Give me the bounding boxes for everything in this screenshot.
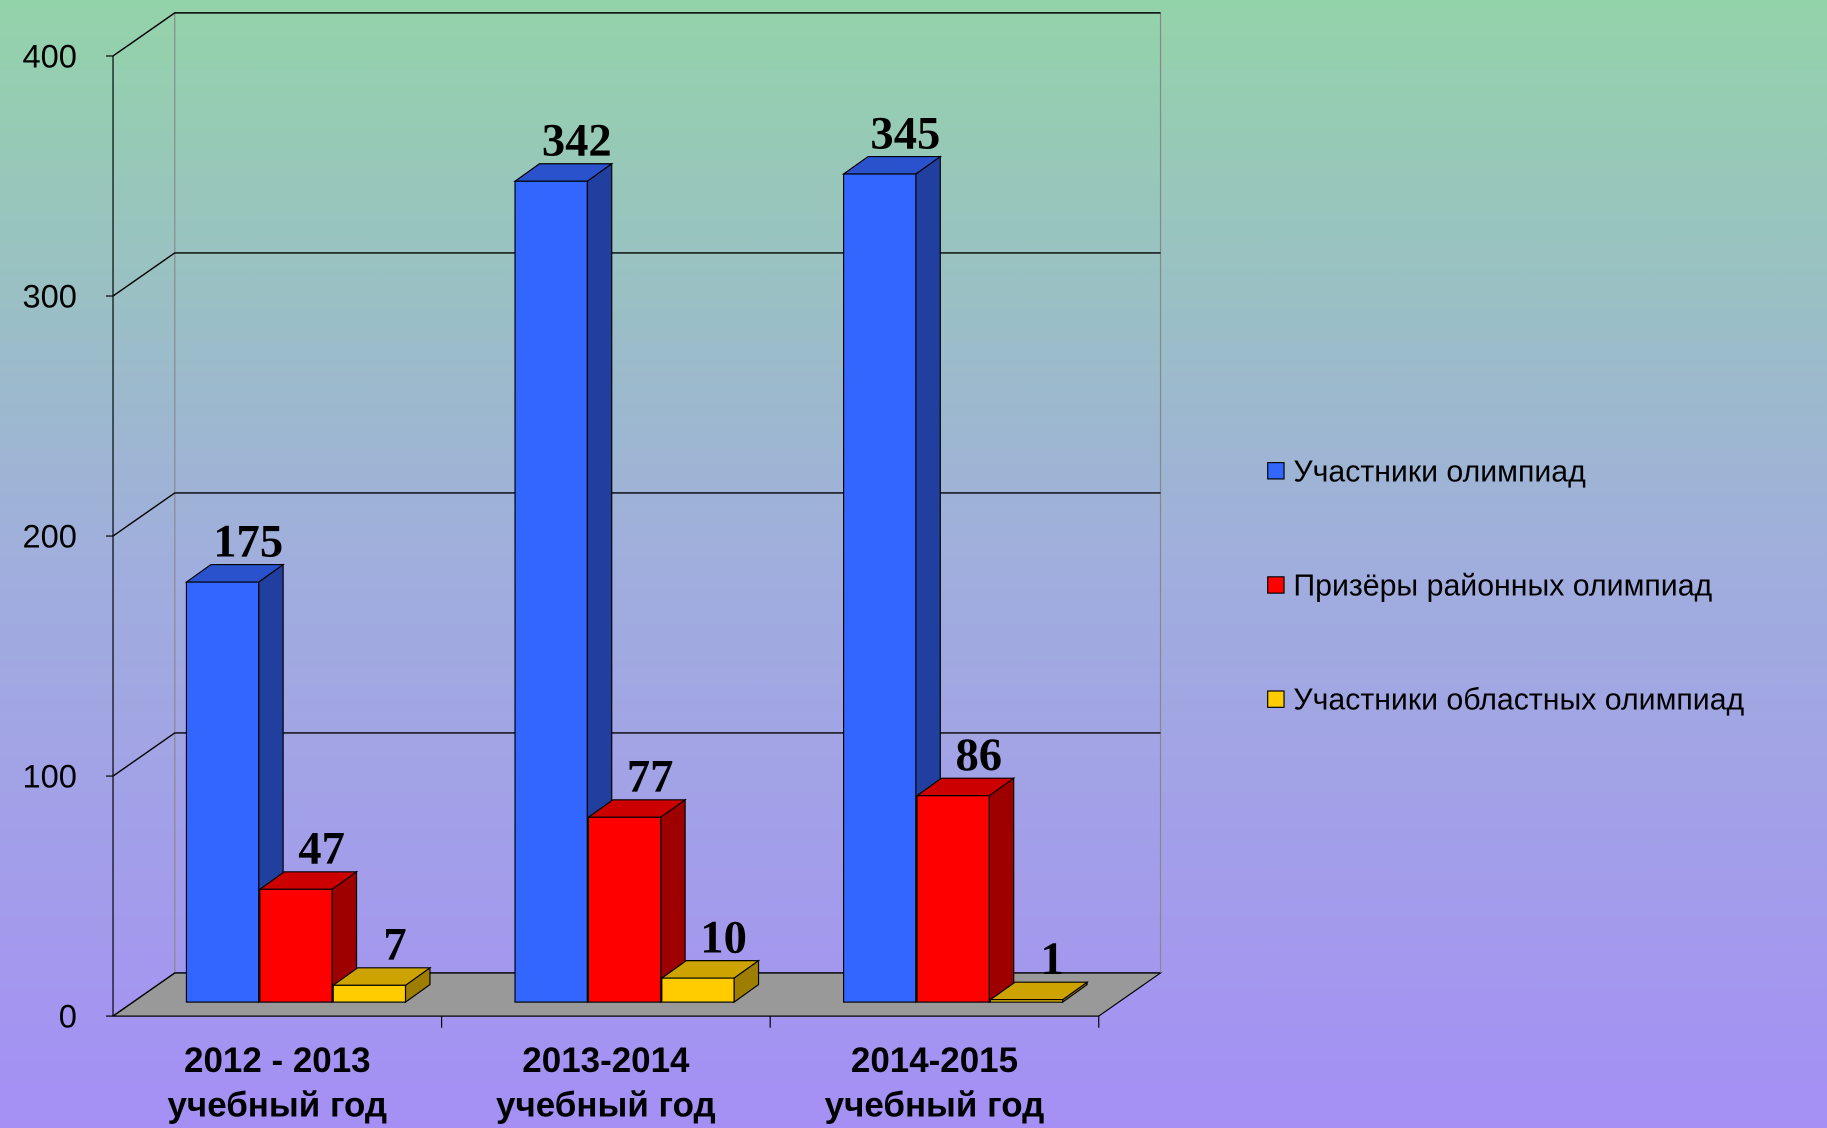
x-tick-label: 2012 - 2013 учебный год: [167, 1041, 388, 1125]
grid-segment: [112, 252, 1161, 297]
bar-front: [259, 888, 333, 1003]
bar: [513, 162, 614, 1004]
bar-front: [989, 999, 1064, 1003]
x-tick-label-box: 2012 - 2013 учебный год: [167, 1041, 388, 1125]
value-label: 7: [383, 919, 406, 971]
grid-segment: [112, 732, 1161, 777]
bar-side: [988, 777, 1015, 1004]
legend-label: Участники областных олимпиад: [1293, 684, 1744, 717]
legend-swatch: [1267, 462, 1285, 480]
bar-front: [185, 581, 260, 1003]
value-label: 47: [298, 823, 345, 875]
bar-front: [514, 180, 588, 1003]
grid-segment: [112, 492, 1161, 537]
y-tick-label: 400: [22, 38, 76, 75]
y-tick-label: 300: [22, 278, 76, 315]
grid-line: [112, 12, 1161, 57]
legend-label: Призёры районных олимпиад: [1293, 569, 1712, 602]
bar-front: [661, 977, 735, 1003]
bar: [331, 966, 432, 1004]
bar: [184, 563, 285, 1004]
grid-segment: [112, 972, 1161, 1017]
x-tick-label: 2013-2014 учебный год: [496, 1041, 716, 1125]
y-tick-label: 200: [22, 518, 76, 555]
grid-segment: [112, 12, 1161, 57]
value-label: 342: [542, 115, 612, 167]
x-tick-label-box: 2014-2015 учебный год: [824, 1041, 1045, 1125]
bar: [586, 798, 687, 1004]
grid-line: [112, 252, 1161, 297]
x-tick-label-box: 2013-2014 учебный год: [496, 1041, 716, 1125]
legend-label: Участники олимпиад: [1293, 455, 1586, 488]
bar-front: [843, 173, 917, 1003]
value-label: 77: [627, 751, 674, 803]
y-tick-label: 0: [59, 998, 77, 1035]
bar: [988, 981, 1089, 1004]
value-label: 175: [213, 515, 283, 567]
legend-swatch: [1267, 690, 1285, 708]
bar: [258, 870, 359, 1004]
bar: [660, 959, 761, 1004]
value-label: 10: [700, 911, 747, 963]
value-label: 86: [955, 729, 1002, 781]
bar: [915, 777, 1016, 1004]
grid-line: [112, 972, 1161, 1017]
grid-line: [112, 732, 1161, 777]
grid-line: [112, 492, 1161, 537]
value-label: 345: [870, 107, 940, 159]
y-tick-label: 100: [22, 758, 76, 795]
bar-front: [916, 795, 990, 1003]
x-tick-label: 2014-2015 учебный год: [824, 1041, 1045, 1125]
legend-swatch: [1267, 576, 1285, 594]
bar-front: [332, 984, 407, 1003]
value-label: 1: [1041, 933, 1064, 985]
bar-front: [587, 816, 662, 1003]
